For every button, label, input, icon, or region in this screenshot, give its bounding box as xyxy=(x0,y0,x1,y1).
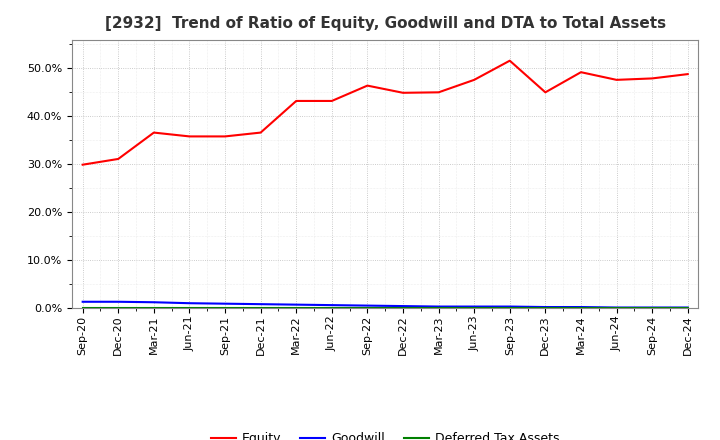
Goodwill xyxy=(505,304,514,309)
Equity xyxy=(683,71,692,77)
Goodwill xyxy=(399,304,408,309)
Goodwill xyxy=(78,299,87,304)
Equity xyxy=(399,90,408,95)
Equity xyxy=(292,98,300,103)
Deferred Tax Assets xyxy=(114,305,122,311)
Goodwill xyxy=(648,305,657,310)
Equity xyxy=(114,156,122,161)
Deferred Tax Assets xyxy=(256,305,265,311)
Deferred Tax Assets xyxy=(648,305,657,311)
Equity xyxy=(541,90,549,95)
Goodwill xyxy=(114,299,122,304)
Equity xyxy=(434,90,443,95)
Goodwill xyxy=(683,305,692,310)
Equity xyxy=(185,134,194,139)
Deferred Tax Assets xyxy=(470,305,479,311)
Equity xyxy=(221,134,230,139)
Deferred Tax Assets xyxy=(612,305,621,311)
Equity xyxy=(328,98,336,103)
Goodwill xyxy=(470,304,479,309)
Equity xyxy=(648,76,657,81)
Deferred Tax Assets xyxy=(399,305,408,311)
Deferred Tax Assets xyxy=(328,305,336,311)
Goodwill xyxy=(150,300,158,305)
Goodwill xyxy=(577,304,585,310)
Deferred Tax Assets xyxy=(185,305,194,311)
Deferred Tax Assets xyxy=(434,305,443,311)
Goodwill xyxy=(292,302,300,307)
Line: Equity: Equity xyxy=(83,61,688,165)
Title: [2932]  Trend of Ratio of Equity, Goodwill and DTA to Total Assets: [2932] Trend of Ratio of Equity, Goodwil… xyxy=(104,16,666,32)
Legend: Equity, Goodwill, Deferred Tax Assets: Equity, Goodwill, Deferred Tax Assets xyxy=(206,427,564,440)
Deferred Tax Assets xyxy=(505,305,514,311)
Goodwill xyxy=(434,304,443,309)
Deferred Tax Assets xyxy=(78,305,87,311)
Equity xyxy=(470,77,479,83)
Equity xyxy=(612,77,621,83)
Goodwill xyxy=(541,304,549,310)
Deferred Tax Assets xyxy=(150,305,158,311)
Deferred Tax Assets xyxy=(292,305,300,311)
Goodwill xyxy=(612,305,621,310)
Goodwill xyxy=(221,301,230,306)
Line: Goodwill: Goodwill xyxy=(83,302,688,308)
Equity xyxy=(78,162,87,167)
Deferred Tax Assets xyxy=(363,305,372,311)
Equity xyxy=(577,70,585,75)
Equity xyxy=(505,58,514,63)
Equity xyxy=(150,130,158,135)
Goodwill xyxy=(328,302,336,308)
Equity xyxy=(256,130,265,135)
Deferred Tax Assets xyxy=(541,305,549,311)
Deferred Tax Assets xyxy=(221,305,230,311)
Goodwill xyxy=(185,301,194,306)
Goodwill xyxy=(363,303,372,308)
Deferred Tax Assets xyxy=(683,305,692,311)
Deferred Tax Assets xyxy=(577,305,585,311)
Goodwill xyxy=(256,301,265,307)
Equity xyxy=(363,83,372,88)
